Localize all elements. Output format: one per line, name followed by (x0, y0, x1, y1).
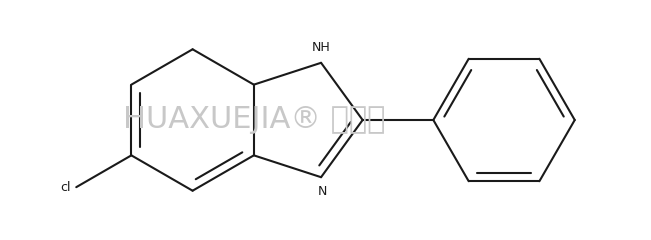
Text: HUAXUEJIA® 化学加: HUAXUEJIA® 化学加 (123, 106, 385, 134)
Text: NH: NH (312, 42, 331, 54)
Text: cl: cl (60, 181, 71, 194)
Text: N: N (318, 185, 327, 198)
